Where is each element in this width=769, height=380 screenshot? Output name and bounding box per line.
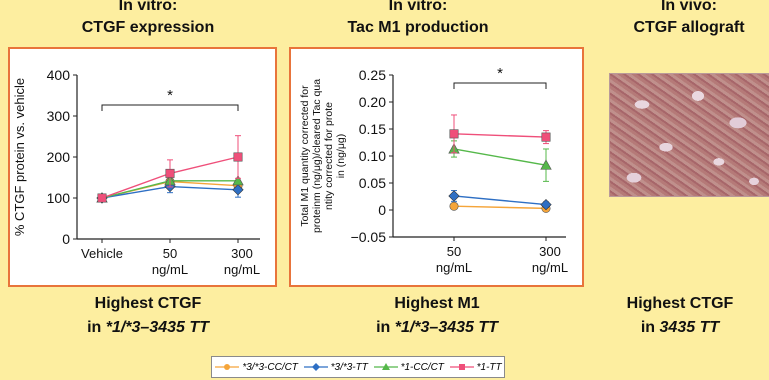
panel-1-summary-line2: in *1/*3–3435 TT [38, 316, 258, 340]
legend-symbol [381, 363, 390, 370]
y-axis-label: Total M1 quantity corrected for [299, 85, 311, 227]
y-tick-label: 400 [47, 67, 71, 83]
y-tick-label: 200 [47, 149, 71, 165]
panel-1-summary-line1: Highest CTGF [94, 295, 202, 312]
y-tick-label: 0 [378, 202, 386, 218]
y-axis-label: in (ng/μg) [335, 134, 347, 179]
legend-symbol [458, 364, 465, 370]
legend-marker-diamond [303, 363, 328, 371]
panel-3-title-line2: CTGF allograft [633, 19, 745, 36]
y-tick-label: 0.05 [359, 175, 386, 191]
y-tick-label: 100 [47, 190, 71, 206]
data-point [448, 190, 460, 202]
panel-3-title: In vivo: CTGF allograft [599, 0, 769, 39]
summary-genotype: *1/*3–3435 TT [394, 319, 498, 336]
data-point [449, 129, 459, 139]
panel-2-summary-line2: in *1/*3–3435 TT [327, 316, 547, 340]
y-axis-label: proteinm (ng/μg)/cleared Tac qua [311, 79, 323, 233]
panel-2-title: In vitro: Tac M1 production [318, 0, 518, 39]
y-axis-label: ntity corrected for prote [323, 102, 335, 210]
data-point [449, 201, 459, 211]
data-point [165, 168, 175, 178]
x-tick-label: ng/mL [532, 260, 568, 275]
data-point [232, 174, 244, 186]
significance-bracket [453, 82, 547, 89]
y-tick-label: 0.25 [359, 67, 386, 83]
series-line [453, 148, 547, 166]
legend-marker-circle [215, 364, 240, 370]
summary-prefix: in [87, 319, 106, 336]
panel-1-title-line1: In vitro: [118, 0, 178, 14]
legend-item: *3/*3-TT [303, 362, 368, 373]
legend: *3/*3-CC/CT *3/*3-TT *1-CC/CT *1-TT [211, 356, 505, 378]
legend-symbol [224, 364, 231, 370]
y-tick-label: 0 [62, 231, 70, 247]
legend-item: *1-CC/CT [373, 362, 444, 373]
significance-star: * [167, 87, 173, 104]
legend-item: *3/*3-CC/CT [214, 362, 298, 373]
legend-label: *3/*3-CC/CT [242, 361, 298, 373]
panel-2-title-line1: In vitro: [388, 0, 448, 14]
y-tick-label: 0.15 [359, 121, 386, 137]
x-tick-label: 50 [163, 246, 177, 261]
legend-symbol [311, 363, 320, 371]
panel-3-title-line1: In vivo: [660, 0, 717, 14]
legend-item: *1-TT [449, 362, 502, 373]
x-tick-label: 300 [539, 244, 561, 259]
legend-label: *1-CC/CT [400, 361, 444, 373]
panel-1-title-line2: CTGF expression [81, 19, 215, 36]
data-point [232, 184, 244, 196]
y-axis-label: % CTGF protein vs. vehicle [12, 78, 27, 236]
y-tick-label: −0.05 [351, 229, 387, 245]
series-line [453, 133, 547, 138]
x-tick-label: ng/mL [436, 260, 472, 275]
series-line [453, 205, 547, 210]
legend-marker-triangle [373, 363, 398, 370]
panel-2-summary-line1: Highest M1 [394, 295, 480, 312]
summary-genotype: 3435 TT [659, 319, 720, 336]
ctgf-allograft-image [609, 73, 769, 197]
panel-2-title-line2: Tac M1 production [347, 19, 489, 36]
chart-2-frame: −0.05 0 0.05 0.10 0.15 0.20 0.25 50 ng/mL 300 ng/m… [289, 47, 584, 287]
summary-prefix: in [376, 319, 395, 336]
legend-label: *1-TT [476, 361, 502, 373]
panel-3-summary-line2: in 3435 TT [590, 316, 769, 340]
data-point [541, 132, 551, 142]
panel-3-summary: Highest CTGF in 3435 TT [590, 292, 769, 340]
significance-star: * [497, 65, 503, 82]
summary-genotype: *1/*3–3435 TT [105, 319, 209, 336]
x-tick-label: ng/mL [152, 262, 188, 277]
y-tick-label: 0.10 [359, 148, 386, 164]
data-point [97, 193, 107, 203]
panel-1-title: In vitro: CTGF expression [48, 0, 248, 39]
panel-2-summary: Highest M1 in *1/*3–3435 TT [327, 292, 547, 340]
x-tick-label: 50 [447, 244, 461, 259]
series-line [453, 195, 547, 206]
chart-1-frame: 0 100 200 300 400 Vehicle 50 ng/mL 300 ng/mL% CTG… [8, 47, 277, 287]
y-tick-label: 0.20 [359, 94, 386, 110]
legend-label: *3/*3-TT [330, 361, 368, 373]
data-point [233, 152, 243, 162]
x-tick-label: 300 [231, 246, 253, 261]
x-tick-label: ng/mL [224, 262, 260, 277]
m1-production-chart: −0.0500.050.100.150.200.2550ng/mL300ng/m… [299, 65, 568, 275]
summary-prefix: in [640, 319, 660, 336]
x-tick-label: Vehicle [81, 246, 123, 261]
data-point [540, 198, 552, 211]
legend-marker-square [449, 364, 474, 370]
panel-1-summary: Highest CTGF in *1/*3–3435 TT [38, 292, 258, 340]
data-point [540, 159, 552, 170]
significance-bracket [101, 104, 239, 111]
panel-3-summary-line1: Highest CTGF [626, 295, 734, 312]
y-tick-label: 300 [47, 108, 71, 124]
